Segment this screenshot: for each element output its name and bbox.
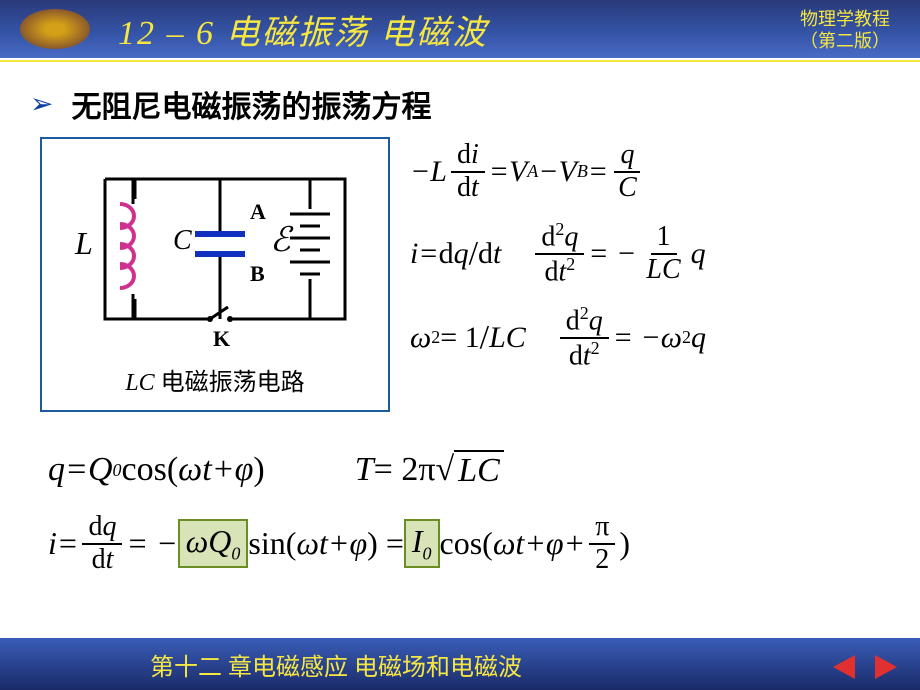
section-title: 无阻尼电磁振荡的振荡方程 (71, 82, 431, 126)
caption-lc: LC (125, 370, 154, 396)
slide-title: 12 – 6 电磁振荡 电磁波 (118, 5, 488, 54)
nav-controls (830, 652, 900, 682)
svg-text:C: C (173, 225, 192, 256)
equation-4: ω2 = 1/LC (410, 319, 526, 357)
equation-7: T = 2π √LC (355, 450, 504, 490)
svg-text:ℰ: ℰ (270, 222, 294, 259)
equations-right-column: − L didt = VA − VB = qC i = dq/dt d2qdt2… (410, 132, 900, 380)
equation-3: d2qdt2 = − 1LC q (531, 220, 705, 288)
book-title: 物理学教程 (800, 8, 890, 30)
svg-text:L: L (74, 225, 93, 261)
equation-8: i = dqdt = − ωQ0 sin(ωt + φ) = I0 cos(ωt… (48, 512, 888, 576)
svg-text:A: A (250, 199, 266, 224)
footer-text: 第十二 章电磁感应 电磁场和电磁波 (150, 647, 522, 682)
highlight-i0: I0 (404, 519, 440, 568)
section-heading-row: ➢ 无阻尼电磁振荡的振荡方程 (30, 82, 890, 126)
prev-button[interactable] (830, 652, 860, 682)
slide-content: ➢ 无阻尼电磁振荡的振荡方程 (0, 62, 920, 642)
svg-text:K: K (213, 326, 230, 349)
equation-2: i = dq/dt (410, 235, 501, 273)
equation-5: d2qdt2 = −ω2q (556, 304, 706, 372)
equations-bottom: q = Q0 cos(ωt + φ) T = 2π √LC i = dqdt =… (48, 442, 888, 584)
circuit-caption: LC 电磁振荡电路 (52, 362, 378, 397)
circuit-diagram: L C A B K ℰ (55, 149, 375, 349)
book-info: 物理学教程 （第二版） (800, 8, 890, 52)
next-button[interactable] (870, 652, 900, 682)
caption-text: 电磁振荡电路 (155, 370, 305, 396)
bullet-icon: ➢ (30, 87, 53, 121)
svg-text:B: B (250, 261, 265, 286)
highlight-omega-q0: ωQ0 (178, 519, 249, 568)
equation-6: q = Q0 cos(ωt + φ) (48, 451, 265, 489)
circuit-diagram-box: L C A B K ℰ LC 电磁振荡电路 (40, 137, 390, 412)
equation-1: − L didt = VA − VB = qC (410, 140, 900, 204)
slide-footer: 第十二 章电磁感应 电磁场和电磁波 (0, 638, 920, 690)
slide-header: 12 – 6 电磁振荡 电磁波 物理学教程 （第二版） (0, 0, 920, 58)
logo-icon (20, 9, 90, 49)
book-edition: （第二版） (800, 30, 890, 52)
